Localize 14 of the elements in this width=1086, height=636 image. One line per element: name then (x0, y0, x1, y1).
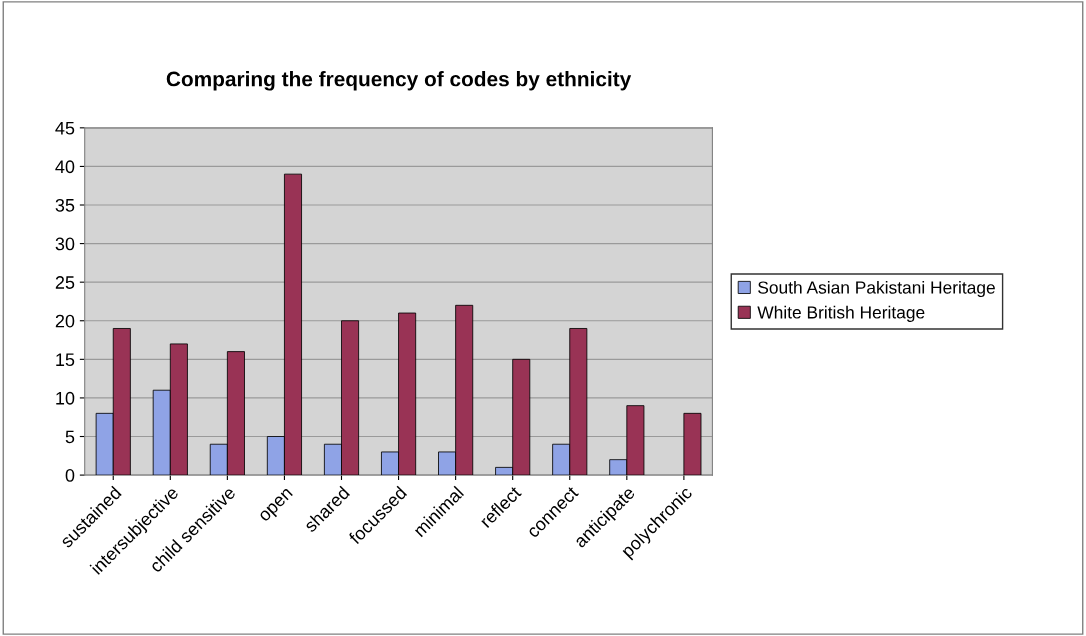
y-tick-label: 25 (55, 276, 75, 289)
y-tick-label: 5 (65, 430, 75, 444)
y-tick-label: 40 (55, 160, 75, 174)
y-tick-label: 45 (55, 121, 75, 135)
legend-label: White British Heritage (757, 305, 925, 322)
y-tick-label: 30 (55, 237, 75, 251)
y-tick-label: 0 (65, 469, 75, 482)
y-tick-label: 15 (56, 353, 75, 367)
y-tick-label: 35 (55, 198, 75, 212)
bar (683, 412, 702, 476)
legend-label: South Asian Pakistani Heritage (758, 280, 995, 298)
chart-title: Comparing the frequency of codes by ethnicity (166, 71, 632, 91)
y-tick-label: 20 (55, 314, 75, 328)
y-tick-label: 10 (56, 391, 75, 405)
